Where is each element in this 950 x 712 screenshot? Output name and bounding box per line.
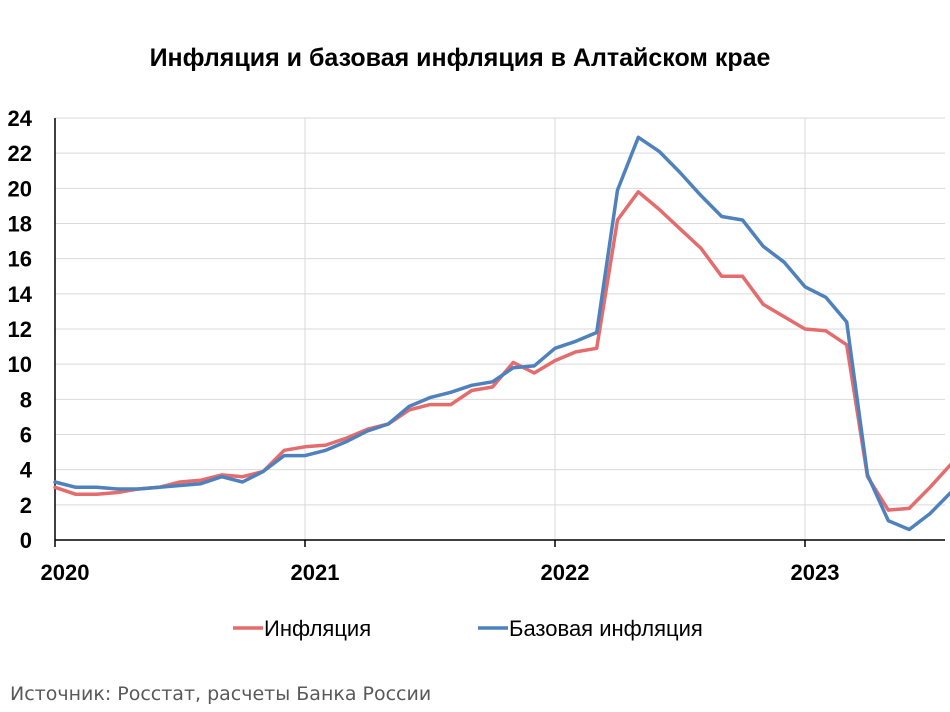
x-tick-label: 2022: [541, 560, 590, 585]
y-tick-label: 2: [20, 493, 32, 518]
legend-label-core-inflation: Базовая инфляция: [509, 616, 703, 641]
y-tick-label: 18: [8, 212, 32, 237]
series-lines: [53, 135, 950, 532]
legend-label-inflation: Инфляция: [264, 616, 371, 641]
y-tick-label: 22: [8, 141, 32, 166]
y-tick-label: 6: [20, 423, 32, 448]
y-tick-label: 4: [20, 458, 33, 483]
chart-title: Инфляция и базовая инфляция в Алтайском …: [149, 44, 771, 72]
series-line-inflation: [53, 190, 950, 512]
y-tick-label: 24: [8, 106, 33, 131]
axes: [54, 118, 945, 547]
y-tick-label: 16: [8, 247, 32, 272]
x-tick-label: 2021: [291, 560, 340, 585]
y-tick-label: 14: [8, 282, 33, 307]
series-line-core-inflation: [53, 135, 950, 532]
y-tick-label: 0: [20, 528, 32, 553]
y-tick-label: 10: [8, 352, 32, 377]
source-note: Источник: Росстат, расчеты Банка России: [10, 683, 432, 705]
x-tick-label: 2023: [791, 560, 840, 585]
y-tick-label: 8: [20, 387, 32, 412]
x-tick-labels: 2020 2021 2022 2023: [41, 560, 840, 585]
legend: Инфляция Базовая инфляция: [233, 616, 703, 641]
y-tick-label: 20: [8, 176, 32, 201]
x-tick-label: 2020: [41, 560, 90, 585]
y-tick-label: 12: [8, 317, 32, 342]
